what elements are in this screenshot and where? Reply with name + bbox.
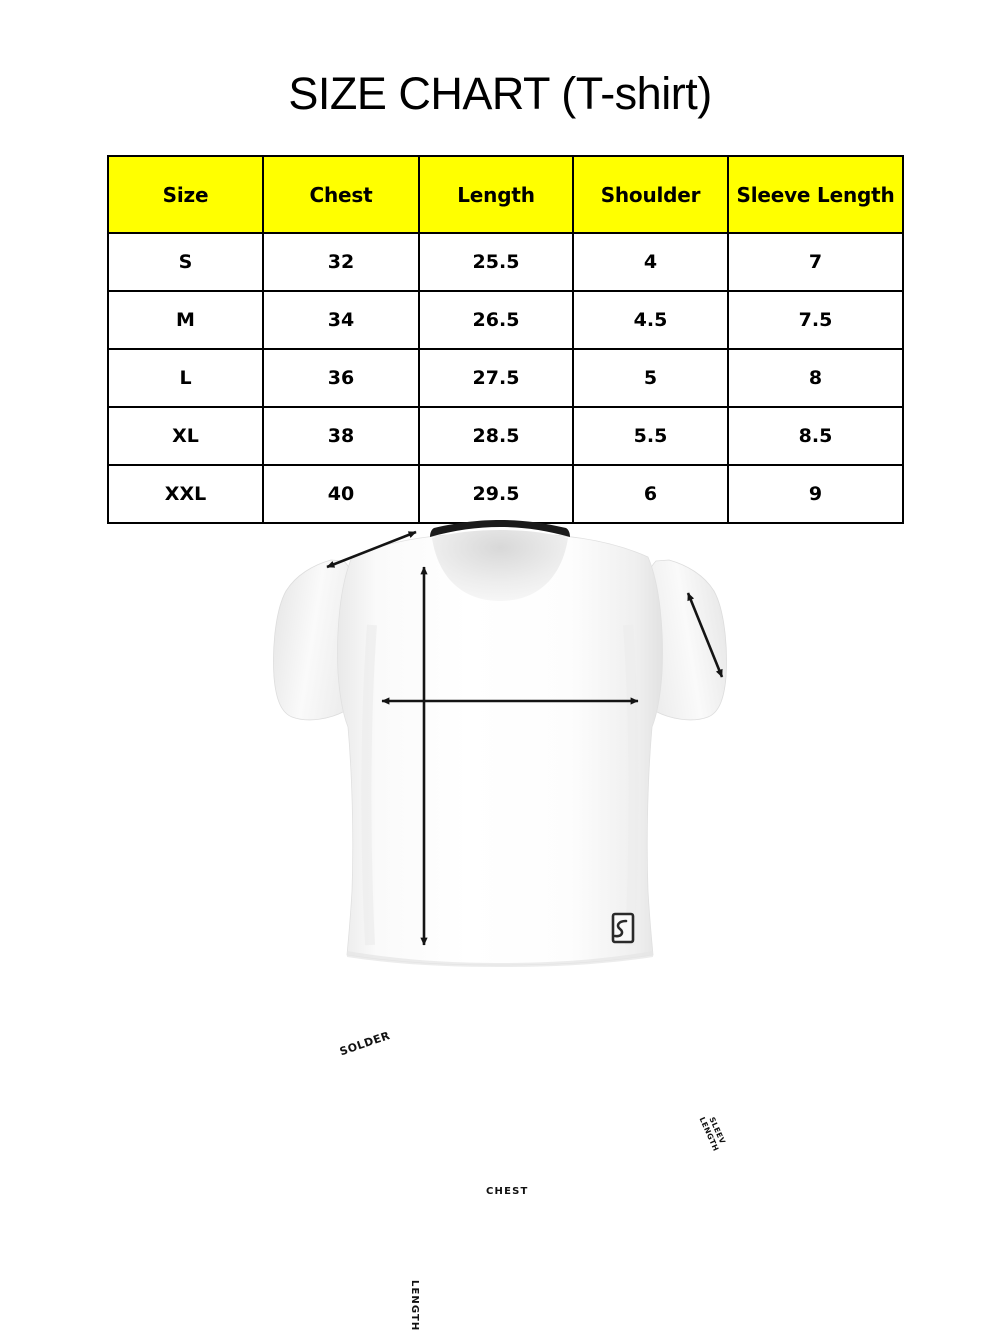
cell-size: S [107,232,264,292]
table-header-row: Size Chest Length Shoulder Sleeve Length [107,155,904,234]
cell-length: 25.5 [418,232,574,292]
cell-shoulder: 5 [572,348,729,408]
cell-size: XL [107,406,264,466]
cell-sleeve: 7.5 [727,290,904,350]
sleeve-length-measure-label: SLEEV LENGTH [697,1112,729,1153]
cell-sleeve: 8.5 [727,406,904,466]
cell-chest: 32 [262,232,420,292]
cell-size: XXL [107,464,264,524]
length-measure-label: LENGTH [409,1280,420,1331]
cell-chest: 36 [262,348,420,408]
tshirt-fold-left [361,624,377,946]
tshirt-fold-right [623,624,639,946]
column-header-chest: Chest [262,155,420,234]
cell-sleeve: 7 [727,232,904,292]
column-header-length: Length [418,155,574,234]
table-row: S 32 25.5 4 7 [107,232,904,292]
shoulder-measure-arrow [326,530,417,569]
cell-sleeve: 8 [727,348,904,408]
cell-length: 27.5 [418,348,574,408]
column-header-sleeve: Sleeve Length [727,155,904,234]
column-header-size: Size [107,155,264,234]
cell-length: 28.5 [418,406,574,466]
table-row: L 36 27.5 5 8 [107,348,904,408]
size-chart-table: Size Chest Length Shoulder Sleeve Length… [107,155,904,524]
cell-chest: 34 [262,290,420,350]
brand-tag-icon [611,912,635,944]
cell-size: L [107,348,264,408]
cell-shoulder: 6 [572,464,729,524]
cell-sleeve: 9 [727,464,904,524]
tshirt-hem-shadow [347,951,653,967]
cell-chest: 40 [262,464,420,524]
tshirt-neck-opening [432,530,568,601]
cell-size: M [107,290,264,350]
column-header-shoulder: Shoulder [572,155,729,234]
tshirt-measurement-diagram: SOLDER CHEST LENGTH SLEEV LENGTH [0,505,1000,1331]
chest-measure-label: CHEST [486,1186,529,1197]
cell-length: 26.5 [418,290,574,350]
table-row: XL 38 28.5 5.5 8.5 [107,406,904,466]
cell-chest: 38 [262,406,420,466]
table-row: M 34 26.5 4.5 7.5 [107,290,904,350]
shoulder-measure-label: SOLDER [338,1028,392,1059]
cell-shoulder: 4.5 [572,290,729,350]
tshirt-collar-band [430,520,570,537]
tshirt-illustration [273,520,727,967]
page-title: SIZE CHART (T-shirt) [288,68,712,119]
cell-shoulder: 4 [572,232,729,292]
sleeve-length-measure-arrow [686,592,724,678]
table-row: XXL 40 29.5 6 9 [107,464,904,524]
cell-shoulder: 5.5 [572,406,729,466]
